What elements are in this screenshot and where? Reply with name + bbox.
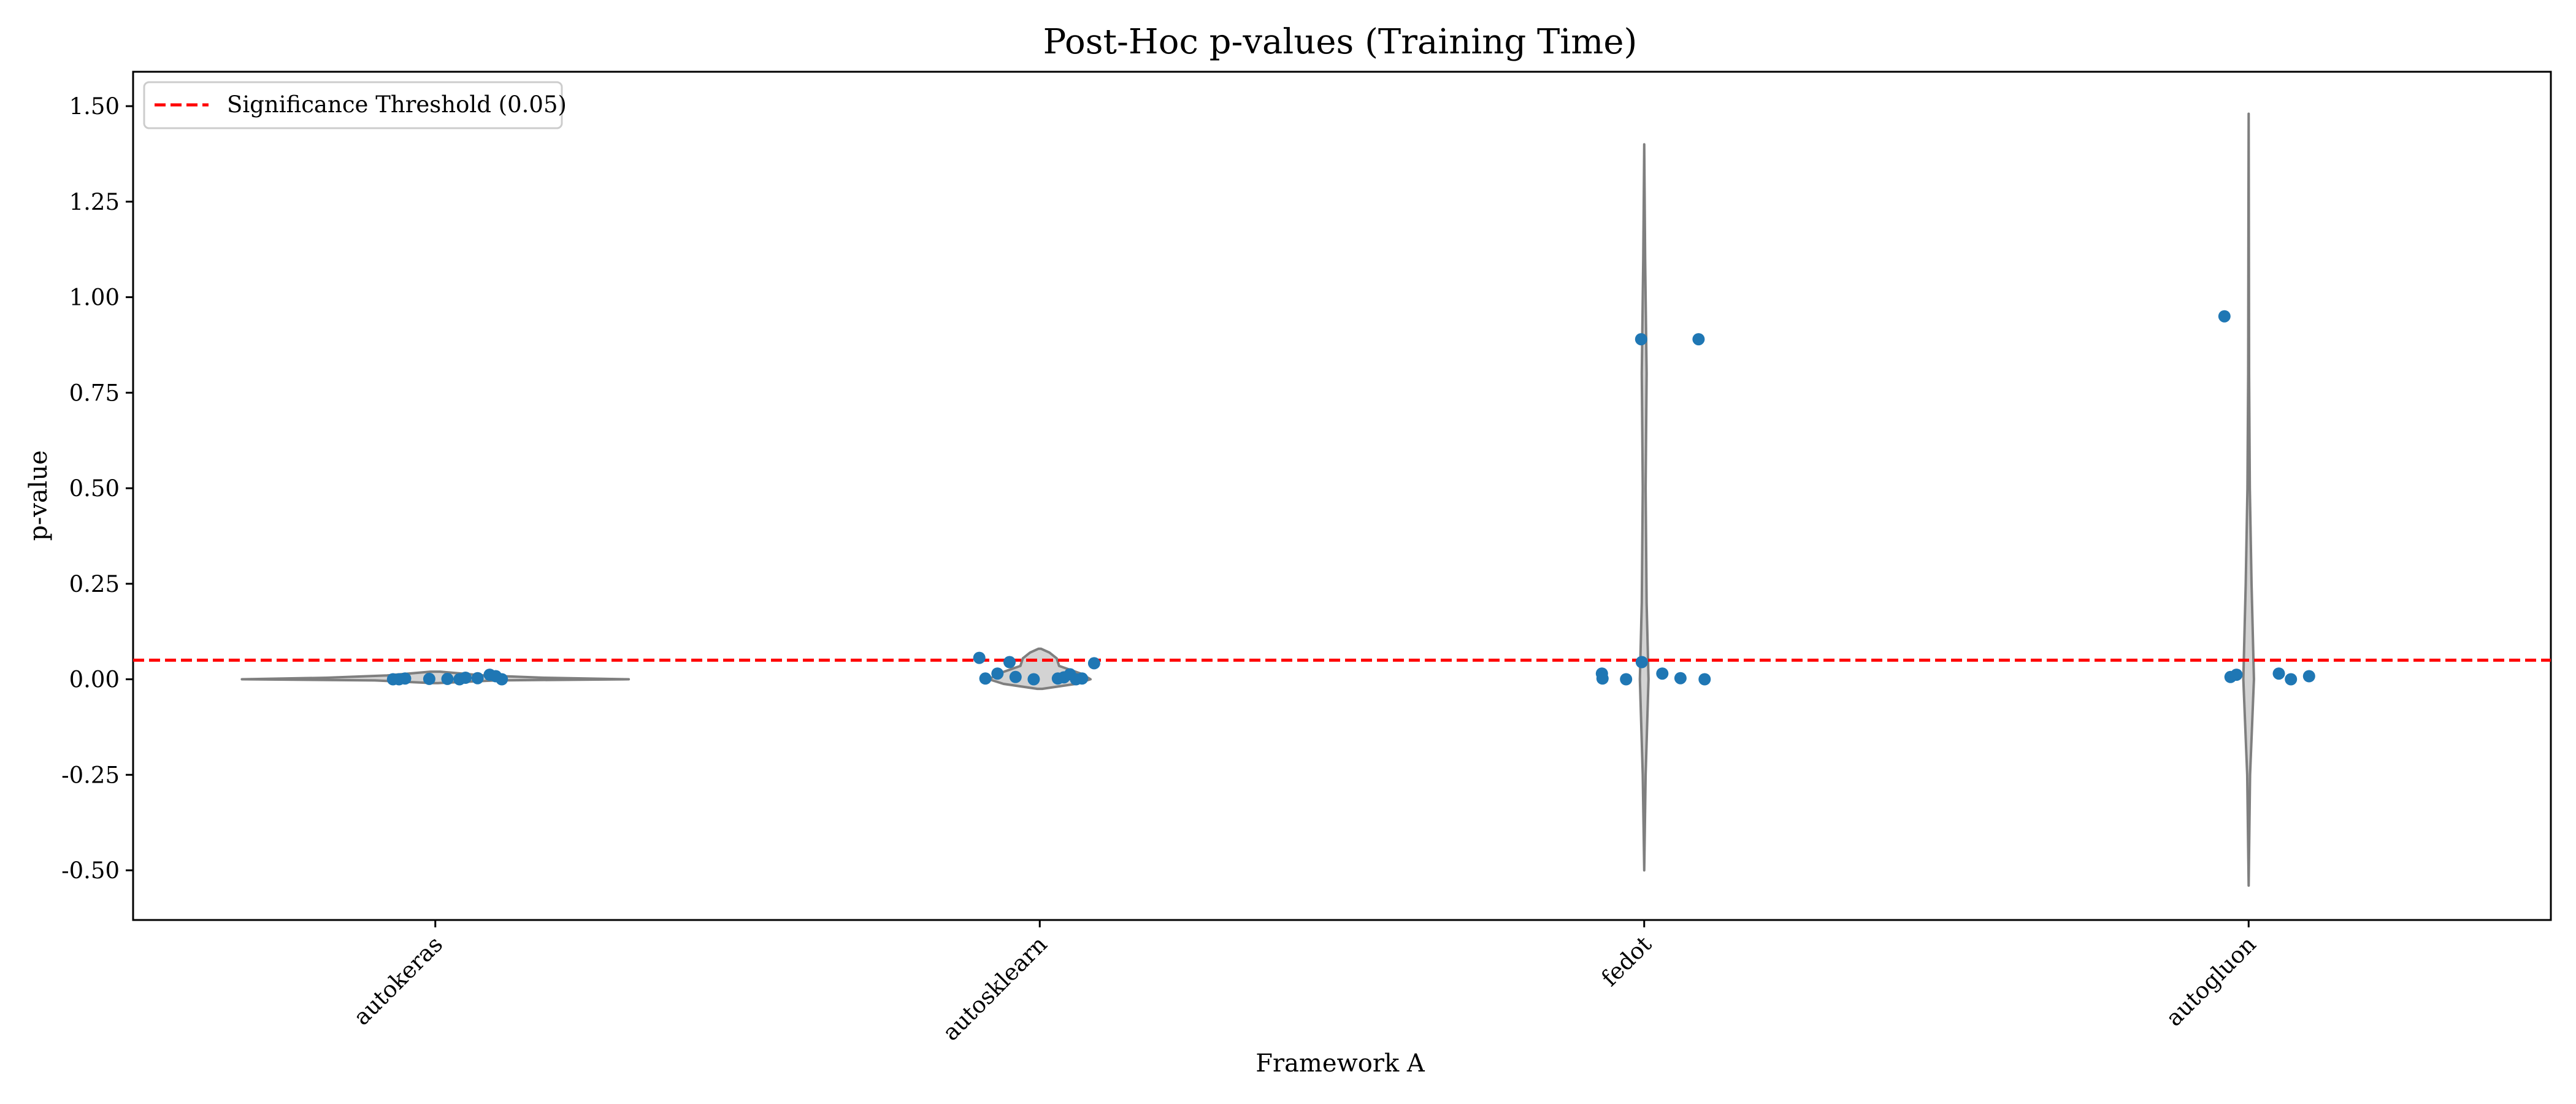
data-point-fedot	[1656, 667, 1669, 680]
y-axis: -0.50 -0.25 0.00 0.25 0.50 0.75 1.00 1.25 1.50	[61, 93, 133, 884]
data-point-autokeras	[399, 672, 412, 685]
legend-label-threshold: Significance Threshold (0.05)	[227, 91, 567, 118]
y-tick-label: 1.00	[69, 285, 120, 311]
data-point-autosklearn	[1003, 656, 1016, 669]
violins-layer	[240, 112, 2255, 887]
legend-box	[143, 81, 563, 129]
data-point-autosklearn	[979, 672, 992, 685]
x-tick-label-autogluon: autogluon	[2161, 931, 2261, 1032]
y-axis-title: p-value	[25, 450, 53, 541]
data-point-autokeras	[423, 672, 435, 685]
y-tick-label: 0.75	[69, 380, 120, 406]
data-point-autokeras	[471, 672, 484, 684]
data-point-autogluon	[2218, 310, 2231, 323]
data-point-fedot	[1620, 673, 1633, 686]
data-point-fedot	[1692, 333, 1705, 346]
y-tick-label: -0.25	[61, 762, 120, 788]
data-point-fedot	[1635, 656, 1648, 669]
data-point-autosklearn	[973, 651, 986, 664]
points-layer	[386, 310, 2315, 686]
data-point-fedot	[1674, 672, 1687, 684]
x-tick-label-autosklearn: autosklearn	[937, 931, 1052, 1046]
y-tick-label: 1.25	[69, 189, 120, 215]
plot-area-frame	[132, 71, 2552, 921]
data-point-fedot	[1635, 333, 1647, 346]
y-tick-label: -0.50	[61, 857, 120, 884]
violin-autokeras	[240, 670, 631, 684]
x-axis-title: Framework A	[1255, 1049, 1425, 1078]
y-tick-label: 0.50	[69, 475, 120, 502]
data-point-autogluon	[2230, 669, 2243, 681]
x-tick-label-autokeras: autokeras	[348, 931, 448, 1030]
violin-fedot	[1638, 143, 1650, 872]
y-tick-label: 0.00	[69, 667, 120, 693]
data-point-autokeras	[441, 672, 454, 685]
chart-title: Post-Hoc p-values (Training Time)	[1043, 22, 1638, 62]
x-axis: autokeras autosklearn fedot autogluon	[348, 920, 2261, 1046]
data-point-autosklearn	[1076, 672, 1089, 685]
data-point-autogluon	[2272, 667, 2285, 680]
data-point-autokeras	[459, 672, 472, 684]
data-point-autokeras	[496, 673, 508, 686]
y-tick-label: 0.25	[69, 571, 120, 597]
data-point-fedot	[1596, 672, 1609, 685]
x-tick-label-fedot: fedot	[1597, 931, 1657, 992]
data-point-autosklearn	[1009, 670, 1022, 683]
data-point-autogluon	[2285, 673, 2298, 686]
data-point-autosklearn	[991, 667, 1004, 680]
data-point-autosklearn	[1087, 657, 1100, 670]
data-point-autogluon	[2302, 670, 2315, 683]
legend: Significance Threshold (0.05)	[143, 81, 567, 129]
data-point-autosklearn	[1027, 673, 1040, 686]
violin-autogluon	[2242, 112, 2255, 887]
data-point-fedot	[1698, 673, 1711, 686]
y-tick-label: 1.50	[69, 93, 120, 120]
